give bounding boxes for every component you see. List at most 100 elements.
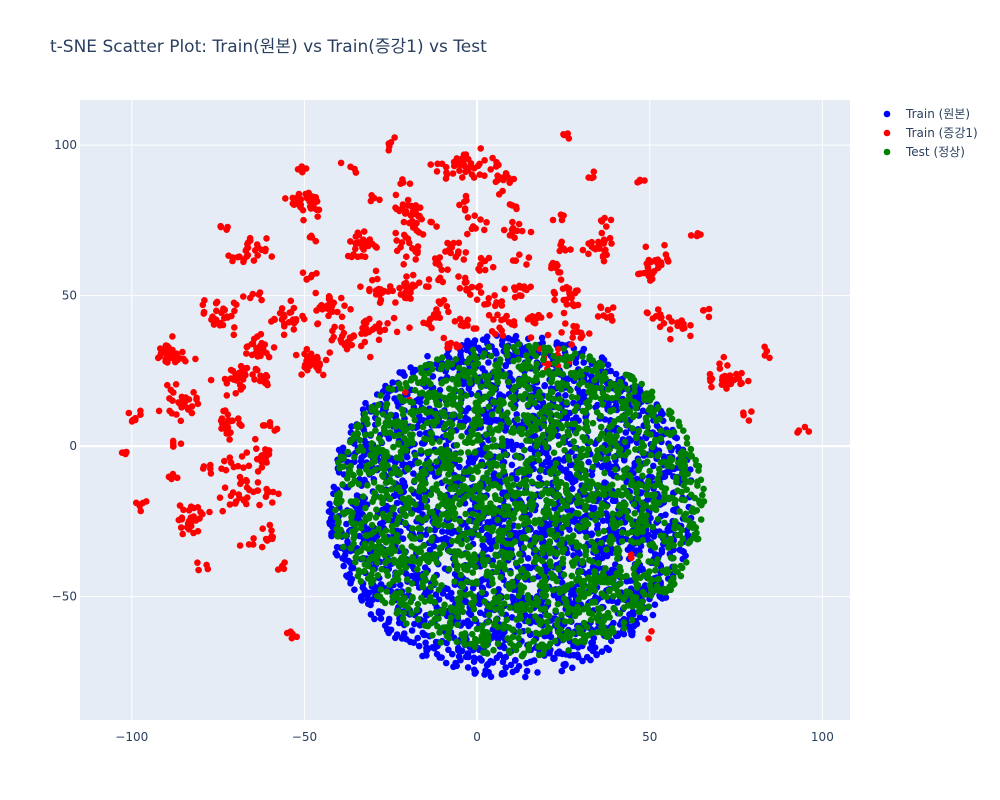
scatter-point bbox=[639, 605, 647, 612]
scatter-point bbox=[413, 219, 420, 227]
scatter-point bbox=[522, 611, 529, 619]
scatter-point bbox=[608, 566, 616, 574]
scatter-point bbox=[254, 487, 262, 494]
scatter-point bbox=[580, 359, 587, 366]
scatter-point bbox=[416, 488, 423, 495]
scatter-point bbox=[309, 199, 317, 206]
scatter-point bbox=[551, 296, 558, 304]
scatter-point bbox=[265, 353, 273, 361]
scatter-point bbox=[502, 653, 510, 661]
scatter-point bbox=[177, 524, 185, 531]
scatter-point bbox=[308, 234, 316, 241]
scatter-point bbox=[412, 256, 420, 263]
scatter-point bbox=[377, 520, 384, 528]
scatter-point bbox=[397, 581, 404, 589]
scatter-point bbox=[536, 388, 543, 396]
scatter-point bbox=[339, 509, 347, 516]
scatter-point bbox=[522, 673, 529, 681]
scatter-point bbox=[429, 439, 436, 447]
scatter-point bbox=[262, 245, 269, 253]
scatter-point bbox=[565, 474, 573, 482]
scatter-point bbox=[558, 238, 565, 246]
scatter-point bbox=[243, 253, 251, 260]
scatter-point bbox=[433, 559, 441, 566]
scatter-point bbox=[556, 648, 563, 655]
scatter-point bbox=[564, 421, 571, 428]
scatter-point bbox=[338, 313, 346, 321]
scatter-point bbox=[414, 423, 422, 430]
scatter-point bbox=[290, 326, 298, 333]
scatter-point bbox=[502, 170, 510, 177]
scatter-point bbox=[449, 170, 457, 177]
scatter-point bbox=[627, 551, 635, 558]
scatter-point bbox=[170, 443, 177, 450]
scatter-point bbox=[236, 542, 244, 549]
scatter-point bbox=[195, 566, 202, 574]
scatter-point bbox=[474, 162, 482, 170]
scatter-point bbox=[452, 494, 459, 502]
scatter-point bbox=[443, 303, 451, 310]
scatter-point bbox=[155, 407, 163, 415]
scatter-point bbox=[334, 308, 341, 316]
scatter-point bbox=[603, 552, 611, 560]
scatter-point bbox=[494, 564, 502, 571]
scatter-point bbox=[182, 357, 189, 365]
scatter-point bbox=[522, 390, 529, 398]
scatter-point bbox=[422, 639, 429, 647]
scatter-point bbox=[564, 609, 572, 616]
scatter-point bbox=[600, 257, 608, 265]
scatter-point bbox=[194, 527, 202, 535]
scatter-point bbox=[367, 353, 374, 361]
scatter-point bbox=[457, 394, 464, 401]
scatter-point bbox=[237, 480, 244, 488]
scatter-point bbox=[590, 634, 598, 642]
scatter-point bbox=[385, 615, 393, 623]
scatter-point bbox=[604, 306, 612, 314]
scatter-point bbox=[450, 239, 458, 247]
scatter-point bbox=[665, 523, 673, 530]
scatter-point bbox=[245, 462, 253, 470]
scatter-point bbox=[348, 565, 355, 572]
scatter-point bbox=[527, 658, 534, 666]
scatter-point bbox=[527, 283, 534, 291]
scatter-point bbox=[469, 584, 477, 592]
scatter-point bbox=[530, 318, 537, 326]
scatter-point bbox=[492, 551, 499, 559]
scatter-point bbox=[341, 302, 348, 310]
scatter-point bbox=[745, 377, 752, 385]
scatter-point bbox=[631, 388, 638, 396]
scatter-point bbox=[511, 293, 519, 301]
scatter-point bbox=[502, 451, 509, 458]
scatter-point bbox=[513, 441, 520, 449]
scatter-point bbox=[417, 447, 425, 454]
scatter-point bbox=[376, 196, 383, 204]
scatter-point bbox=[235, 491, 243, 498]
scatter-point bbox=[252, 445, 260, 453]
scatter-point bbox=[392, 299, 399, 306]
scatter-point bbox=[246, 234, 254, 242]
scatter-point bbox=[217, 417, 225, 425]
scatter-point bbox=[446, 343, 453, 351]
scatter-point bbox=[463, 197, 470, 204]
scatter-point bbox=[421, 461, 429, 468]
scatter-point bbox=[569, 630, 576, 637]
scatter-point bbox=[523, 261, 530, 268]
scatter-point bbox=[509, 668, 517, 676]
data-points bbox=[118, 130, 813, 681]
scatter-point bbox=[524, 627, 532, 634]
scatter-point bbox=[188, 409, 196, 417]
scatter-point bbox=[601, 214, 608, 222]
scatter-point bbox=[516, 550, 523, 558]
scatter-point bbox=[224, 424, 232, 431]
scatter-point bbox=[371, 586, 379, 593]
scatter-point bbox=[794, 429, 801, 436]
scatter-point bbox=[666, 407, 673, 415]
scatter-point bbox=[451, 578, 458, 585]
scatter-point bbox=[357, 283, 364, 291]
scatter-point bbox=[547, 562, 555, 570]
scatter-point bbox=[266, 419, 274, 426]
scatter-point bbox=[607, 216, 615, 224]
scatter-point bbox=[493, 654, 501, 662]
scatter-point bbox=[469, 569, 477, 576]
